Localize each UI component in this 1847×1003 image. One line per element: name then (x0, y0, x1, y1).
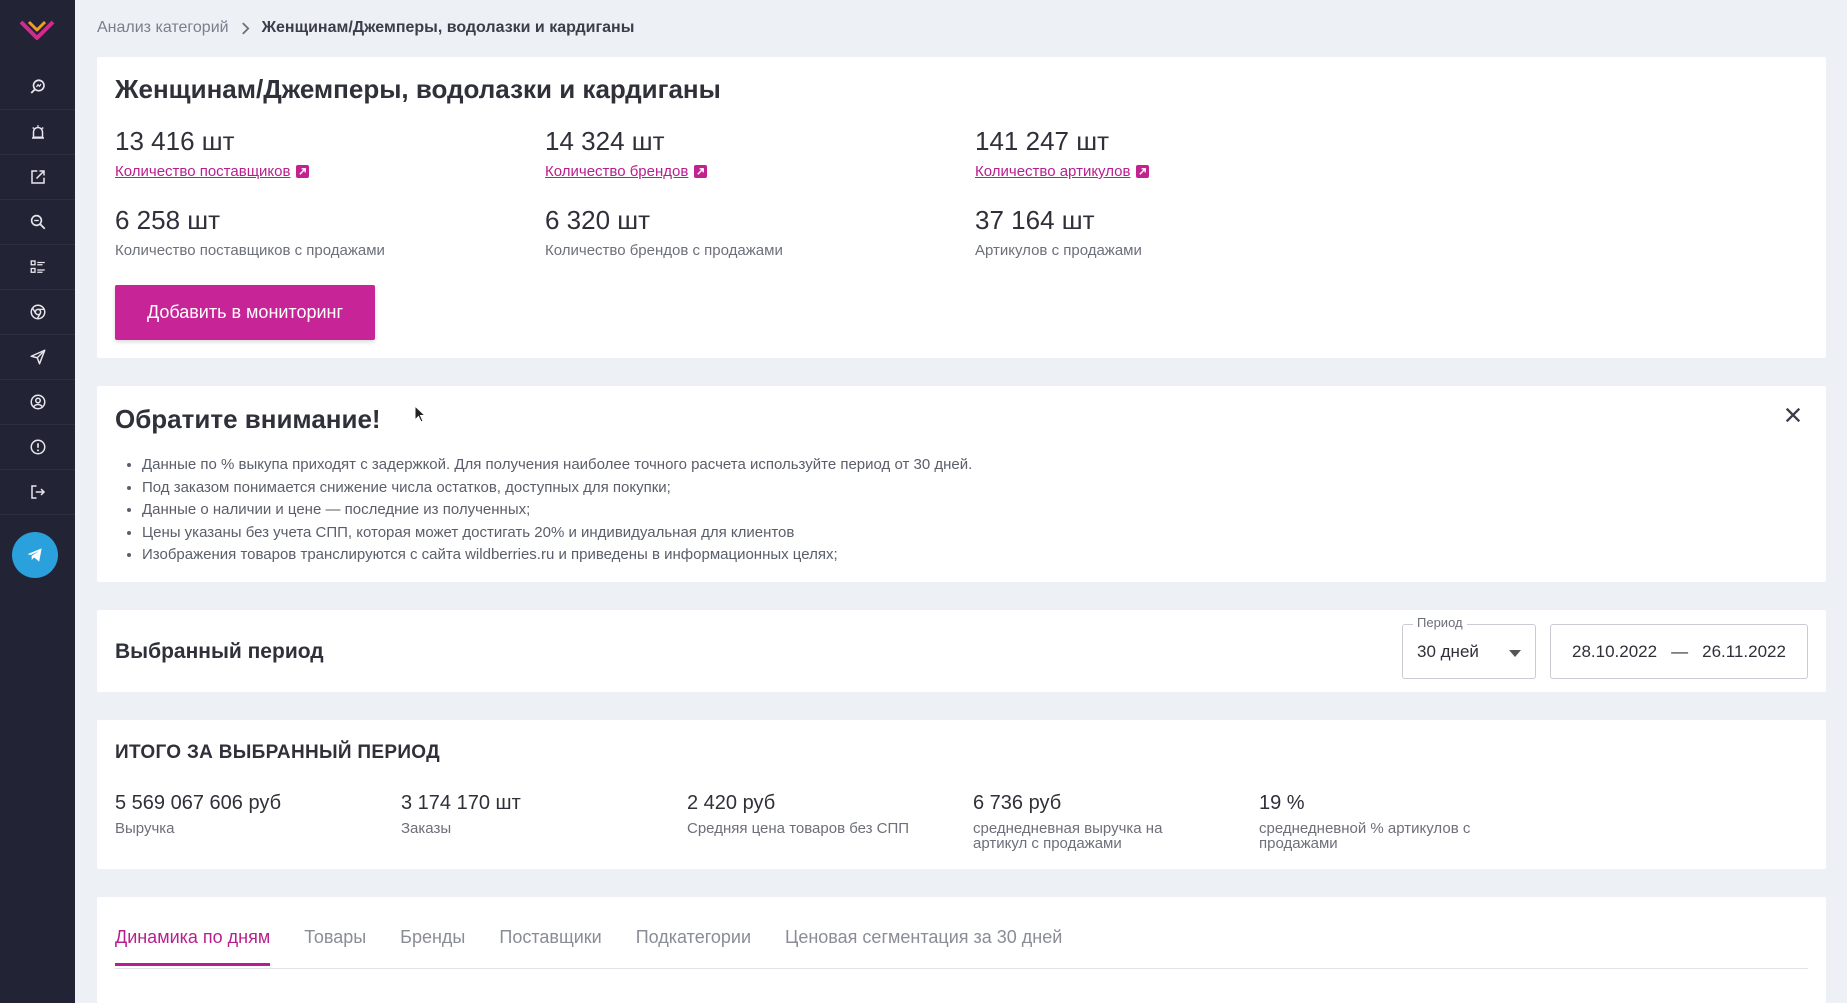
telegram-button[interactable] (12, 532, 58, 578)
send-icon (30, 349, 45, 365)
sidebar-item-zoom[interactable] (0, 200, 75, 245)
info-alert-icon (30, 439, 45, 455)
total-daily-revenue: 6 736 руб среднедневная выручка на артик… (973, 792, 1203, 851)
sidebar-item-list[interactable] (0, 245, 75, 290)
close-button[interactable] (1780, 402, 1806, 428)
stat-value: 13 416 шт (115, 126, 235, 156)
sidebar-item-profile[interactable] (0, 380, 75, 425)
sidebar-item-chrome[interactable] (0, 290, 75, 335)
total-value: 19 % (1259, 792, 1305, 814)
total-value: 3 174 170 шт (401, 792, 521, 814)
tab-brands[interactable]: Бренды (400, 927, 466, 947)
search-analytics-icon (30, 79, 45, 94)
date-from[interactable]: 28.10.2022 (1572, 641, 1658, 661)
tab-products[interactable]: Товары (304, 927, 367, 947)
stat-value: 141 247 шт (975, 126, 1109, 156)
page-title: Женщинам/Джемперы, водолазки и кардиганы (115, 74, 721, 104)
total-label: Выручка (115, 820, 175, 837)
list-item: Цены указаны без учета СПП, которая може… (142, 522, 972, 545)
period-select-value: 30 дней (1417, 642, 1479, 661)
add-to-monitoring-button[interactable]: Добавить в мониторинг (115, 285, 375, 340)
external-link-icon (296, 165, 310, 178)
total-daily-percent: 19 % среднедневной % артикулов с продажа… (1259, 792, 1489, 851)
sidebar-item-search-analytics[interactable] (0, 65, 75, 110)
total-orders: 3 174 170 шт Заказы (401, 792, 631, 836)
suppliers-link[interactable]: Количество поставщиков (115, 163, 310, 180)
close-icon (1785, 407, 1801, 423)
period-select[interactable]: Период 30 дней (1402, 615, 1536, 679)
total-label: Заказы (401, 820, 452, 837)
total-label: Средняя цена товаров без СПП (687, 820, 910, 837)
sidebar-item-alarm[interactable] (0, 110, 75, 155)
chevron-right-icon (241, 21, 250, 35)
external-link-icon (1136, 165, 1150, 178)
date-separator: — (1671, 641, 1689, 661)
caret-down-icon (1509, 650, 1521, 657)
breadcrumb: Анализ категорий Женщинам/Джемперы, водо… (97, 19, 634, 37)
total-value: 2 420 руб (687, 792, 776, 814)
total-revenue: 5 569 067 606 руб Выручка (115, 792, 345, 836)
sidebar-item-info[interactable] (0, 425, 75, 470)
tabs: Динамика по дням Товары Бренды Поставщик… (115, 927, 1096, 966)
breadcrumb-root[interactable]: Анализ категорий (97, 19, 229, 36)
stat-value: 6 258 шт (115, 205, 221, 235)
stat-value: 6 320 шт (545, 205, 651, 235)
stat-value: 37 164 шт (975, 205, 1095, 235)
stat-label: Артикулов с продажами (975, 242, 1142, 259)
period-title: Выбранный период (115, 640, 324, 663)
date-range-input[interactable]: 28.10.2022 — 26.11.2022 (1550, 624, 1808, 679)
zoom-icon (30, 214, 45, 230)
notice-card: Обратите внимание! Данные по % выкупа пр… (97, 386, 1826, 582)
period-select-legend: Период (1413, 615, 1467, 630)
articles-link[interactable]: Количество артикулов (975, 163, 1150, 180)
list-item: Изображения товаров транслируются с сайт… (142, 544, 972, 567)
logout-icon (30, 485, 45, 499)
total-value: 5 569 067 606 руб (115, 792, 282, 814)
total-avg-price: 2 420 руб Средняя цена товаров без СПП (687, 792, 917, 836)
category-card: Женщинам/Джемперы, водолазки и кардиганы… (97, 57, 1826, 358)
user-circle-icon (30, 394, 45, 410)
tab-price-segmentation[interactable]: Ценовая сегментация за 30 дней (785, 927, 1063, 947)
list-item: Под заказом понимается снижение числа ос… (142, 477, 972, 500)
total-label: среднедневной % артикулов с продажами (1259, 820, 1471, 852)
edit-external-icon (30, 170, 45, 184)
list-item: Данные о наличии и цене — последние из п… (142, 499, 972, 522)
tabs-card: Динамика по дням Товары Бренды Поставщик… (97, 897, 1826, 1003)
mouse-cursor-icon (414, 404, 427, 428)
chrome-icon (30, 304, 45, 320)
tab-suppliers[interactable]: Поставщики (499, 927, 602, 947)
tab-daily-dynamics[interactable]: Динамика по дням (115, 927, 271, 966)
total-value: 6 736 руб (973, 792, 1062, 814)
period-card: Выбранный период Период 30 дней 28.10.20… (97, 610, 1826, 692)
date-to[interactable]: 26.11.2022 (1702, 641, 1786, 661)
brands-link[interactable]: Количество брендов (545, 163, 708, 180)
sidebar (0, 0, 75, 1003)
tab-subcategories[interactable]: Подкатегории (635, 927, 752, 947)
sidebar-item-logout[interactable] (0, 470, 75, 515)
telegram-icon (27, 548, 42, 562)
sidebar-item-edit[interactable] (0, 155, 75, 200)
notice-list: Данные по % выкупа приходят с задержкой.… (142, 454, 972, 567)
breadcrumb-current: Женщинам/Джемперы, водолазки и кардиганы (261, 19, 635, 36)
stat-value: 14 324 шт (545, 126, 665, 156)
tabs-divider (115, 968, 1808, 969)
stat-articles: 141 247 шт Количество артикулов (975, 126, 1150, 181)
stat-articles-with-sales: 37 164 шт Артикулов с продажами (975, 205, 1142, 259)
stat-suppliers: 13 416 шт Количество поставщиков (115, 126, 310, 181)
stat-brands: 14 324 шт Количество брендов (545, 126, 708, 181)
notice-title: Обратите внимание! (115, 404, 381, 434)
list-grid-icon (30, 260, 45, 273)
sidebar-item-send[interactable] (0, 335, 75, 380)
external-link-icon (694, 165, 708, 178)
list-item: Данные по % выкупа приходят с задержкой.… (142, 454, 972, 477)
totals-card: ИТОГО ЗА ВЫБРАННЫЙ ПЕРИОД 5 569 067 606 … (97, 720, 1826, 869)
stat-label: Количество брендов с продажами (545, 242, 783, 259)
total-label: среднедневная выручка на артикул с прода… (973, 820, 1163, 852)
totals-title: ИТОГО ЗА ВЫБРАННЫЙ ПЕРИОД (115, 742, 440, 763)
stat-label: Количество поставщиков с продажами (115, 242, 385, 259)
stat-suppliers-with-sales: 6 258 шт Количество поставщиков с продаж… (115, 205, 385, 259)
alarm-bell-icon (31, 125, 44, 139)
logo-icon[interactable] (17, 14, 57, 44)
stat-brands-with-sales: 6 320 шт Количество брендов с продажами (545, 205, 783, 259)
